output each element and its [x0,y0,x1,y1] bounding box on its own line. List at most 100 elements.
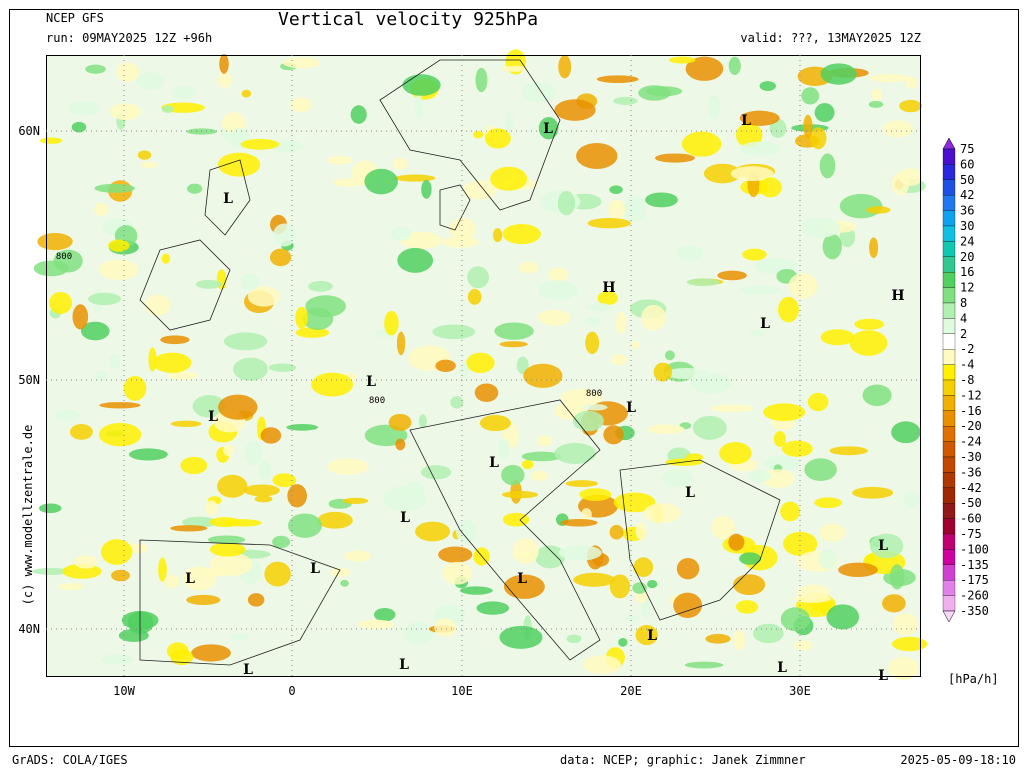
field-patch [244,440,263,466]
field-patch [207,535,246,545]
field-patch [596,75,639,84]
legend-label: -30 [960,450,982,464]
field-patch [654,153,695,163]
legend-swatch [942,410,956,427]
field-patch [350,105,367,124]
field-patch [538,309,571,326]
field-patch [49,291,73,314]
legend-swatch [942,487,956,504]
field-patch [803,114,813,139]
legend-label: -135 [960,558,989,572]
field-patch [152,352,192,373]
field-patch [502,223,541,245]
field-patch [479,415,511,432]
legend-unit: [hPa/h] [948,672,999,686]
field-patch [467,288,482,305]
field-patch [781,440,813,457]
field-patch [647,580,658,589]
field-patch [462,180,498,200]
field-patch [160,335,190,345]
field-patch [646,86,683,97]
field-patch [357,619,394,630]
lat-label: 50N [18,373,40,387]
footer-right: 2025-05-09-18:10 [900,753,1016,767]
field-patch [686,278,720,287]
field-patch [536,435,553,447]
field-patch [869,533,904,559]
field-patch [685,453,704,462]
field-patch [558,55,572,79]
field-patch [414,94,423,120]
field-patch [905,76,918,89]
field-patch [891,421,921,444]
field-patch [560,388,603,407]
field-patch [557,190,576,216]
field-patch [521,451,562,462]
field-patch [161,253,171,264]
field-patch [849,330,888,356]
field-patch [641,304,666,331]
field-patch [344,550,372,562]
field-patch [374,607,396,622]
field-patch [660,469,694,487]
field-patch [707,95,721,119]
field-patch [327,458,369,475]
field-patch [490,166,528,191]
field-patch [186,128,217,135]
field-patch [272,535,291,549]
field-patch [800,217,841,238]
pressure-center: L [647,628,657,644]
legend-label: -75 [960,527,982,541]
field-patch [127,611,154,634]
field-patch [110,103,142,121]
field-patch [739,552,761,565]
legend-swatch [942,164,956,180]
legend-label: -12 [960,388,982,402]
field-patch [673,592,703,618]
field-patch [442,236,479,248]
map-border [46,55,921,677]
field-patch [494,322,534,340]
legend-label: 2 [960,327,967,341]
field-patch [450,396,464,409]
field-patch [763,455,801,471]
field-patch [566,634,582,644]
field-patch [85,64,106,74]
legend-swatch [942,472,956,488]
field-patch [432,324,476,340]
lon-label: 10W [113,684,135,698]
legend-label: -2 [960,342,974,356]
field-patch [735,122,763,148]
field-patch [740,141,782,156]
field-patch [128,448,168,461]
field-patch [728,56,741,76]
field-patch [394,174,436,182]
field-patch [560,518,598,527]
field-patch [435,359,456,372]
field-patch [111,569,130,582]
field-patch [295,306,308,329]
field-patch [579,488,612,501]
field-patch [810,127,827,150]
field-patch [269,248,292,267]
pressure-center: L [760,316,770,332]
field-patch [288,513,322,538]
field-patch [554,442,597,464]
field-patch [53,249,83,273]
field-patch [504,111,514,133]
field-patch [99,402,141,409]
pressure-center: L [626,400,636,416]
field-patch [286,424,319,431]
field-patch [643,503,681,524]
field-patch [759,81,776,91]
field-patch [793,594,831,603]
legend-label: -36 [960,465,982,479]
field-patch [144,294,171,316]
field-patch [862,384,892,407]
field-patch [854,318,885,330]
run-info: run: 09MAY2025 12Z +96h [46,31,212,45]
field-patch [466,352,495,374]
field-patch [136,72,165,91]
field-patch [807,392,829,412]
field-patch [664,350,675,361]
